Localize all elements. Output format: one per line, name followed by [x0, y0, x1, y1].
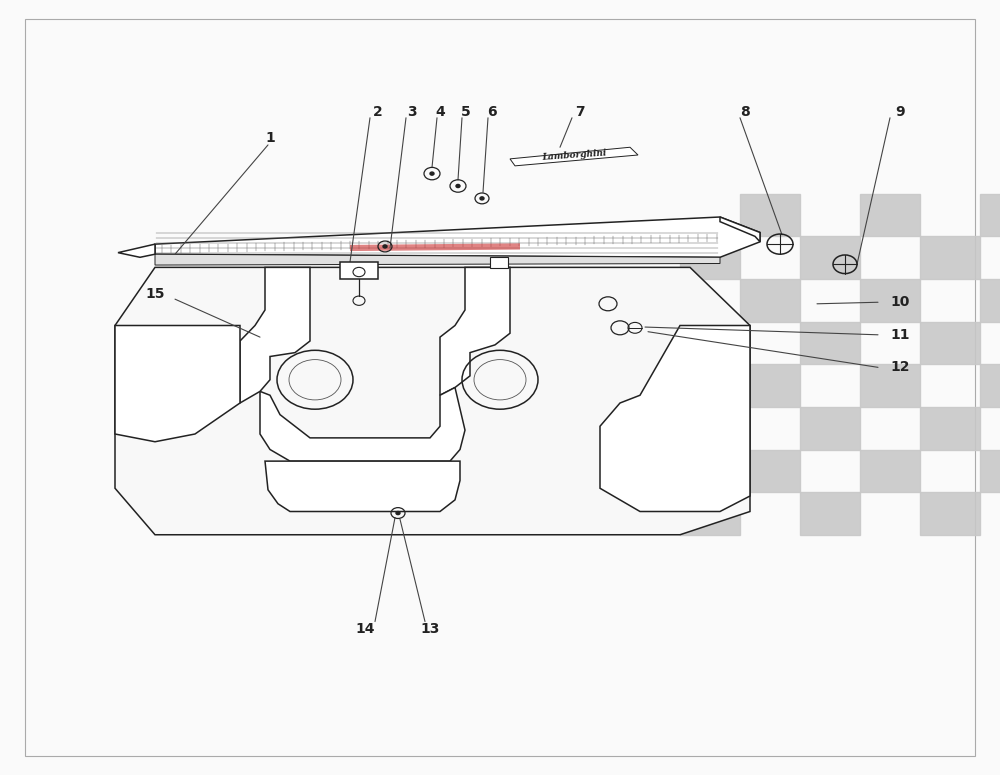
Text: 6: 6 — [487, 105, 497, 119]
Bar — [920, 322, 980, 364]
Bar — [680, 236, 740, 279]
Polygon shape — [155, 254, 720, 265]
Circle shape — [396, 512, 400, 515]
Bar — [680, 322, 740, 364]
Text: 7: 7 — [575, 105, 585, 119]
Text: 2: 2 — [373, 105, 383, 119]
Polygon shape — [115, 326, 240, 442]
Circle shape — [430, 172, 434, 175]
Circle shape — [480, 197, 484, 200]
Polygon shape — [260, 388, 465, 461]
Bar — [920, 407, 980, 449]
Text: 8: 8 — [740, 105, 750, 119]
Bar — [860, 364, 920, 407]
Bar — [800, 492, 860, 535]
Polygon shape — [240, 267, 310, 403]
Polygon shape — [510, 147, 638, 166]
Text: 14: 14 — [355, 622, 375, 636]
Bar — [740, 194, 800, 236]
Bar — [860, 279, 920, 322]
Bar — [340, 262, 378, 279]
Bar — [980, 364, 1000, 407]
Text: 5: 5 — [461, 105, 471, 119]
Bar — [490, 257, 508, 268]
Polygon shape — [265, 461, 460, 512]
Bar — [740, 279, 800, 322]
Bar — [980, 194, 1000, 236]
Polygon shape — [155, 217, 760, 257]
Bar — [980, 279, 1000, 322]
Text: 1: 1 — [265, 131, 275, 145]
Bar — [920, 236, 980, 279]
Polygon shape — [118, 244, 155, 257]
Text: 4: 4 — [435, 105, 445, 119]
Text: 13: 13 — [420, 622, 440, 636]
Circle shape — [456, 184, 460, 188]
Bar — [800, 322, 860, 364]
Bar — [680, 407, 740, 449]
Circle shape — [383, 245, 387, 248]
Bar — [980, 449, 1000, 492]
Bar — [800, 407, 860, 449]
Polygon shape — [440, 267, 510, 395]
Text: 15: 15 — [145, 288, 165, 301]
Text: scuderia: scuderia — [261, 285, 739, 381]
Text: 9: 9 — [895, 105, 905, 119]
Polygon shape — [600, 326, 750, 512]
Polygon shape — [350, 243, 520, 251]
Text: 3: 3 — [407, 105, 417, 119]
Polygon shape — [115, 267, 750, 535]
Polygon shape — [720, 217, 760, 242]
Bar — [680, 492, 740, 535]
Bar — [800, 236, 860, 279]
Text: 11: 11 — [890, 328, 910, 342]
Bar — [920, 492, 980, 535]
Bar — [740, 449, 800, 492]
Text: 10: 10 — [890, 295, 910, 309]
Text: Lamborghini: Lamborghini — [541, 148, 607, 162]
Bar — [860, 449, 920, 492]
Bar — [740, 364, 800, 407]
Text: 12: 12 — [890, 360, 910, 374]
Text: c a r   p a r t s: c a r p a r t s — [391, 380, 609, 411]
Bar — [860, 194, 920, 236]
